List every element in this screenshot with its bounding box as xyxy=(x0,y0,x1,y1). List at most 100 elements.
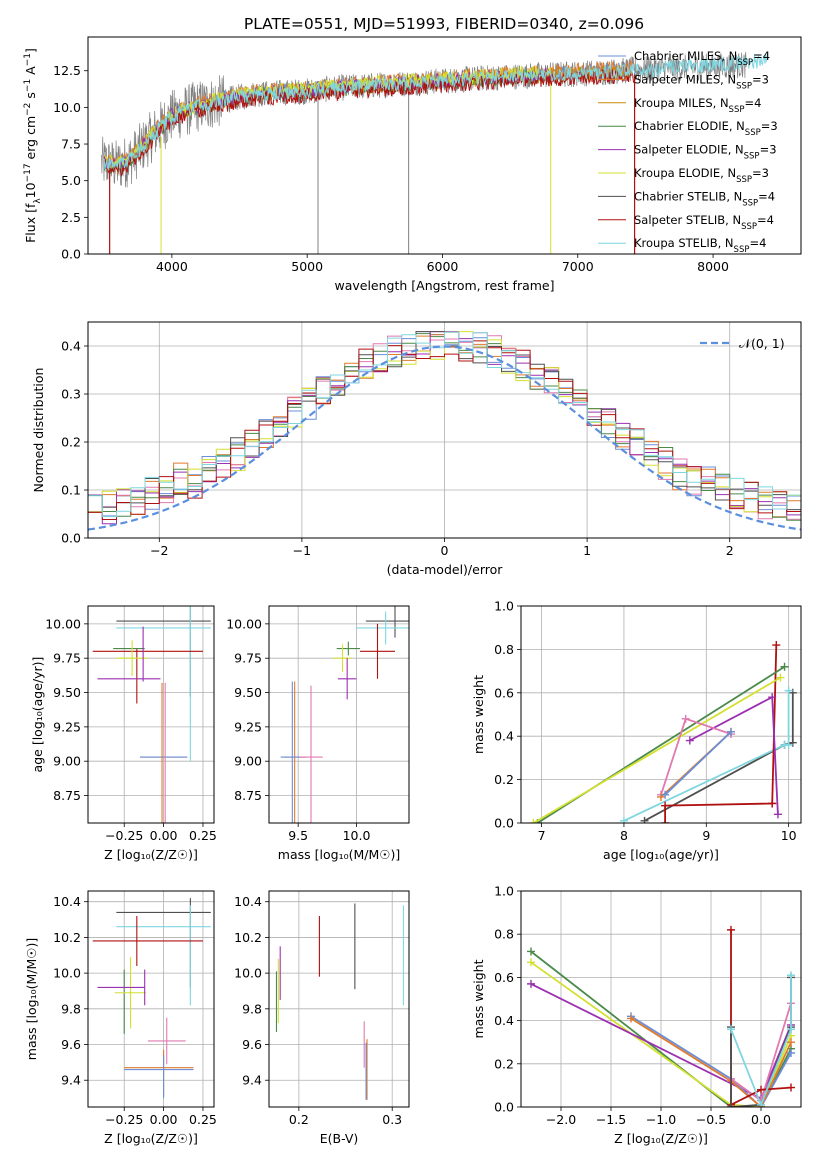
x-tick-label: 9.5 xyxy=(288,828,308,843)
axes-frame xyxy=(520,890,802,1108)
y-tick-label: 10.2 xyxy=(234,930,262,945)
y-tick-label: 9.50 xyxy=(234,685,262,700)
x-tick-label: −0.25 xyxy=(105,1112,143,1127)
y-tick-label: 10.2 xyxy=(53,930,81,945)
y-axis-label: age [log₁₀(age/yr)] xyxy=(30,657,45,773)
y-tick-label: 0.2 xyxy=(61,435,81,450)
weight-plot-area xyxy=(527,925,795,1107)
weight-series-line xyxy=(532,676,781,823)
weight-series-line xyxy=(664,731,732,796)
error-bar-point xyxy=(356,611,409,645)
x-tick-label: −2 xyxy=(150,543,168,558)
y-tick-label: 5.0 xyxy=(61,173,81,188)
y-tick-label: 1.0 xyxy=(494,599,514,614)
weight-marker xyxy=(784,740,793,749)
y-tick-label: 10.0 xyxy=(234,966,262,981)
weight-series-line xyxy=(730,975,792,1107)
y-tick-label: 10.4 xyxy=(53,894,81,909)
weight-plot-area xyxy=(529,641,797,823)
weight-marker xyxy=(685,736,694,745)
weight-marker xyxy=(657,792,665,801)
axes-frame xyxy=(268,605,410,824)
legend-entry-text: Chabrier MILES, N xyxy=(634,49,737,63)
model-spectrum-line xyxy=(103,53,768,169)
weight-marker xyxy=(727,925,735,934)
x-tick-label: 10 xyxy=(781,828,797,843)
histogram-series xyxy=(88,331,801,518)
y-axis-label: Normed distribution xyxy=(31,368,46,493)
histogram-series xyxy=(88,340,801,520)
x-tick-label: 0.00 xyxy=(150,1112,178,1127)
error-bar-point xyxy=(147,1017,186,1065)
weight-marker xyxy=(768,799,777,808)
weight-marker xyxy=(757,1085,765,1094)
legend-entry-text: Salpeter STELIB, N xyxy=(634,213,741,227)
y-tick-label: 9.75 xyxy=(234,651,262,666)
weight-marker xyxy=(727,1025,735,1034)
legend-entry-count: =4 xyxy=(757,213,774,227)
weight-series-line xyxy=(660,717,732,796)
y-tick-label: 0.0 xyxy=(61,531,81,546)
legend-entry-text: Kroupa MILES, N xyxy=(634,96,729,110)
x-tick-label: 2 xyxy=(726,543,734,558)
x-tick-label: 9 xyxy=(702,828,710,843)
x-tick-label: −0.5 xyxy=(696,1112,726,1127)
axes-frame xyxy=(268,890,410,1108)
weight-marker xyxy=(727,727,735,736)
y-axis-label-part: −17 xyxy=(23,163,33,182)
normal-curve xyxy=(88,345,801,531)
weight-marker xyxy=(527,947,535,956)
scatter-plot-area xyxy=(280,606,409,823)
y-tick-label: 9.4 xyxy=(61,1073,81,1088)
y-tick-label: 0.8 xyxy=(494,927,514,942)
y-axis-label-part: 10 xyxy=(23,182,38,198)
weight-marker xyxy=(787,1025,795,1034)
weight-marker xyxy=(757,1100,765,1107)
weight-marker xyxy=(527,958,535,967)
legend-entry: 𝒩(0, 1) xyxy=(739,336,785,351)
y-tick-label: 10.0 xyxy=(53,966,81,981)
x-tick-label: −1.0 xyxy=(646,1112,676,1127)
y-tick-label: 9.25 xyxy=(234,719,262,734)
legend-entry-subscript: SSP xyxy=(734,245,750,255)
weight-marker xyxy=(529,819,538,823)
weight-marker xyxy=(768,693,777,702)
y-axis-label-part: ] xyxy=(23,48,38,53)
y-tick-label: 0.4 xyxy=(61,339,81,354)
legend-entry: Salpeter ELODIE, NSSP=3 xyxy=(634,143,777,162)
weight-marker xyxy=(681,714,690,723)
weight-marker xyxy=(776,673,785,682)
x-tick-label: 0.0 xyxy=(751,1112,771,1127)
y-tick-label: 0.3 xyxy=(61,387,81,402)
x-tick-label: 0.25 xyxy=(189,1112,217,1127)
scatter-plot-area xyxy=(275,903,404,1100)
y-tick-label: 0.4 xyxy=(494,1013,514,1028)
y-axis-label-part: −2 xyxy=(23,103,33,116)
weight-marker xyxy=(727,1103,735,1107)
x-tick-label: 0.3 xyxy=(382,1112,402,1127)
weight-series-line xyxy=(644,692,794,822)
spectrum-panel: 4000 5000 6000 7000 8000 0.0 2.5 5.0 7.5 10.0 12.5… xyxy=(23,36,802,293)
residuals-panel: −2 −1 0 1 2 0.0 0.1 0.2 0.3 0.4 (data-model)/error… xyxy=(31,321,802,577)
y-axis-label-part: s xyxy=(23,92,38,103)
legend-entry-text: Kroupa STELIB, N xyxy=(634,236,734,250)
error-bar-point xyxy=(337,658,357,700)
legend-entry-text: Salpeter ELODIE, N xyxy=(634,143,744,157)
y-tick-label: 0.0 xyxy=(494,1100,514,1115)
legend-entry-text: Chabrier ELODIE, N xyxy=(634,119,745,133)
axes-frame xyxy=(520,605,802,824)
legend-entry: Chabrier STELIB, NSSP=4 xyxy=(634,189,775,208)
x-tick-label: 8000 xyxy=(697,259,729,274)
x-axis-label: Z [log₁₀(Z/Z☉)] xyxy=(104,847,198,862)
y-tick-label: 9.25 xyxy=(53,719,81,734)
y-tick-label: 0.0 xyxy=(494,816,514,831)
axes-frame xyxy=(87,321,802,539)
y-tick-label: 10.00 xyxy=(45,616,81,631)
x-tick-label: 0.25 xyxy=(189,828,217,843)
weight-marker xyxy=(661,790,670,799)
weight-marker xyxy=(619,816,628,823)
y-tick-label: 9.75 xyxy=(53,651,81,666)
mass-vs-z-panel: −0.25 0.00 0.25 9.4 9.6 9.8 10.0 10.2 10.4 Z [log… xyxy=(24,890,217,1146)
age-vs-z-panel: −0.25 0.00 0.25 8.75 9.00 9.25 9.50 9.75 10.00 Z … xyxy=(30,605,217,862)
